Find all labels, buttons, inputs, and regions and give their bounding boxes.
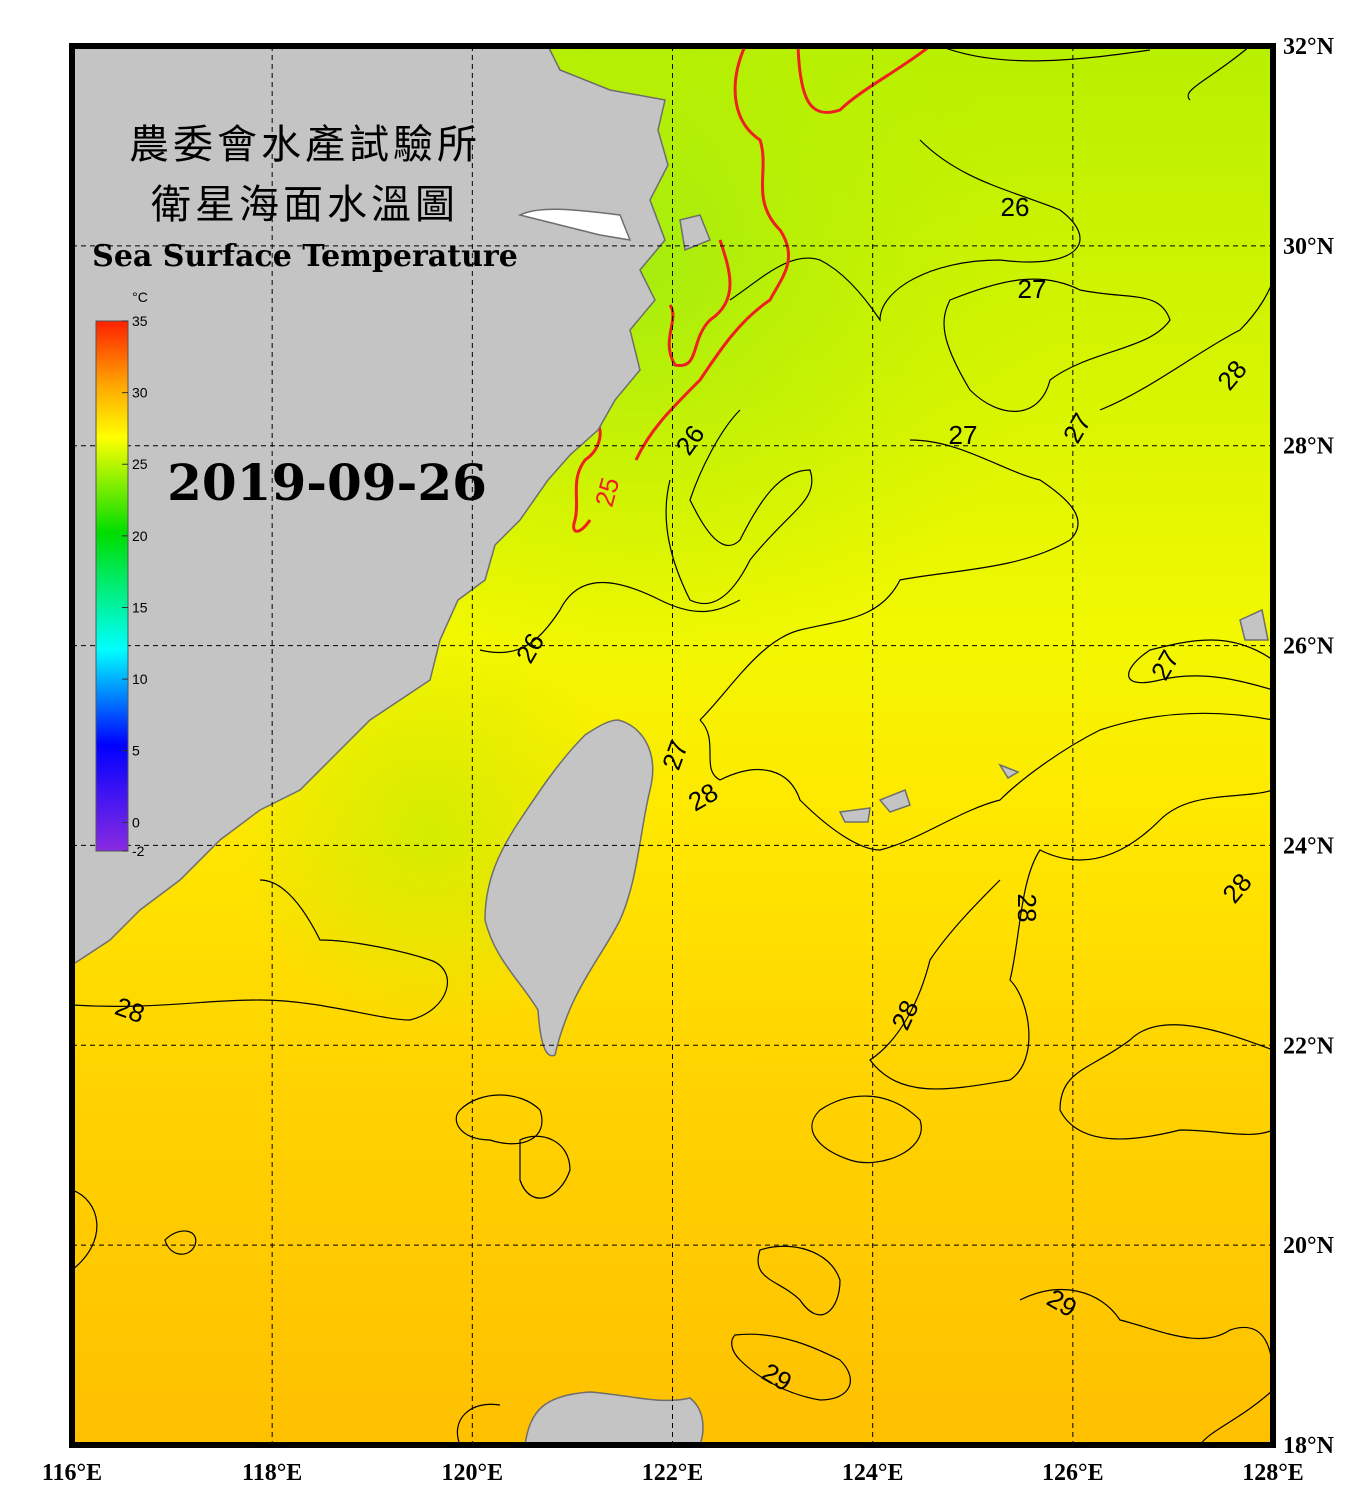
title-zh: 農委會水產試驗所 bbox=[129, 122, 481, 168]
contour-line bbox=[72, 879, 448, 1021]
title-en: Sea Surface Temperature bbox=[92, 239, 518, 274]
contours-25 bbox=[572, 46, 931, 533]
colorbar-tick-label: 35 bbox=[132, 313, 148, 329]
contour-line bbox=[479, 581, 741, 654]
contour-line bbox=[667, 239, 732, 367]
contour-label: 27 bbox=[949, 420, 978, 450]
contour-line bbox=[1059, 1024, 1273, 1140]
contour-line bbox=[1019, 1289, 1273, 1445]
contour-line bbox=[72, 1189, 841, 1316]
lat-tick-label: 18°N bbox=[1283, 1433, 1335, 1459]
colorbar-tick-label: 20 bbox=[132, 528, 148, 544]
lon-tick-label: 126°E bbox=[1042, 1460, 1104, 1486]
frame bbox=[69, 43, 1276, 1448]
contour-line bbox=[634, 46, 791, 461]
china bbox=[72, 46, 669, 966]
colorbar bbox=[95, 320, 129, 852]
lon-tick-label: 116°E bbox=[42, 1460, 102, 1486]
colorbar-tick-label: 15 bbox=[132, 599, 148, 615]
contour-label: 26 bbox=[1001, 192, 1030, 222]
lat-tick-label: 24°N bbox=[1283, 833, 1335, 859]
contour-line bbox=[456, 1333, 851, 1445]
contour-line bbox=[943, 278, 1171, 412]
contour-line bbox=[796, 46, 931, 114]
colorbar-unit: °C bbox=[132, 289, 148, 305]
lon-tick-label: 124°E bbox=[842, 1460, 904, 1486]
colorbar-ticks: 35 30 25 20 15 10 5 0 -2 bbox=[122, 313, 148, 859]
lat-tick-label: 20°N bbox=[1283, 1233, 1335, 1259]
contour-line bbox=[869, 789, 1273, 1090]
colorbar-tick-label: 5 bbox=[132, 743, 140, 759]
lon-tick-label: 128°E bbox=[1242, 1460, 1304, 1486]
contour-line bbox=[699, 279, 1273, 721]
contour-label: 28 bbox=[1012, 894, 1042, 923]
title-zh: 衛星海面水溫圖 bbox=[151, 182, 459, 228]
colorbar-tick-label: 30 bbox=[132, 385, 148, 401]
contour-line bbox=[665, 409, 813, 605]
contour-line bbox=[699, 712, 1273, 851]
graticule bbox=[72, 46, 1273, 1445]
lon-tick-label: 118°E bbox=[242, 1460, 302, 1486]
colorbar-tick-label: 0 bbox=[132, 814, 140, 830]
lat-tick-label: 32°N bbox=[1283, 34, 1335, 60]
contour-line bbox=[572, 418, 602, 533]
lon-tick-label: 122°E bbox=[642, 1460, 704, 1486]
lat-tick-label: 26°N bbox=[1283, 634, 1335, 660]
luzon bbox=[524, 1391, 704, 1445]
yangtze-mouth bbox=[517, 208, 632, 241]
contours bbox=[72, 46, 1273, 1445]
contour-line bbox=[729, 46, 1251, 322]
colorbar-tick-label: 10 bbox=[132, 671, 148, 687]
lat-tick-label: 30°N bbox=[1283, 234, 1335, 260]
lat-tick-label: 28°N bbox=[1283, 434, 1335, 460]
taiwan bbox=[484, 719, 654, 1057]
lon-tick-label: 120°E bbox=[442, 1460, 504, 1486]
contour-label: 27 bbox=[1018, 274, 1047, 304]
island bbox=[679, 214, 1269, 823]
axis-ticks: 116°E 118°E 120°E 122°E 124°E 126°E 128°E18°N 2… bbox=[42, 34, 1335, 1486]
contour-line bbox=[455, 1094, 922, 1199]
contour-line bbox=[1128, 639, 1273, 691]
colorbar-tick-label: -2 bbox=[132, 843, 145, 859]
colorbar-tick-label: 25 bbox=[132, 456, 148, 472]
land bbox=[72, 46, 1269, 1445]
lat-tick-label: 22°N bbox=[1283, 1033, 1335, 1059]
date: 2019-09-26 bbox=[167, 453, 487, 512]
